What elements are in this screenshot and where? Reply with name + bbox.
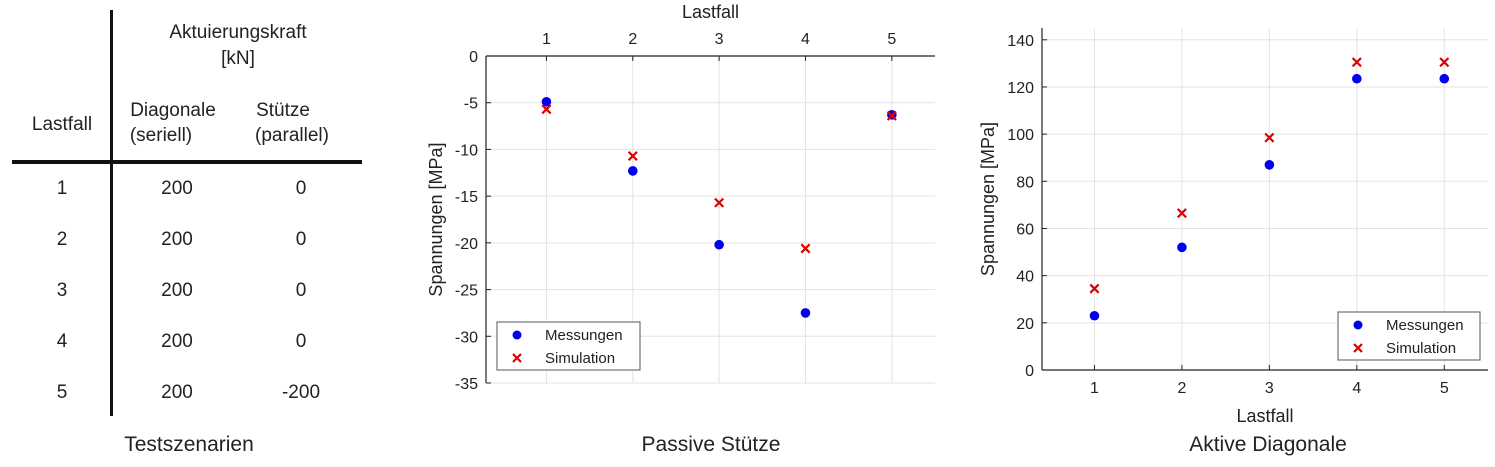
x-axis-label: Lastfall xyxy=(1236,406,1293,426)
table-horizontal-rule xyxy=(12,160,362,164)
cell-diagonale: 200 xyxy=(161,382,193,403)
data-point-simulation xyxy=(627,150,638,161)
table-vertical-rule xyxy=(110,10,113,416)
header-stuetze: Stütze xyxy=(256,100,310,121)
legend-box xyxy=(1337,311,1481,361)
cell-diagonale: 200 xyxy=(161,280,193,301)
data-point-simulation xyxy=(1264,132,1275,143)
legend-marker-simulation xyxy=(1353,343,1363,353)
x-tick-label: 3 xyxy=(1265,380,1274,397)
x-tick-label: 2 xyxy=(1177,380,1186,397)
y-tick-label: 100 xyxy=(1007,127,1034,144)
cell-lastfall: 1 xyxy=(56,178,68,199)
data-point-simulation xyxy=(714,197,725,208)
header-diagonale-sub: (seriell) xyxy=(129,125,193,146)
data-point-simulation xyxy=(800,243,811,254)
header-unit-label: [kN] xyxy=(221,48,255,69)
legend-label: Simulation xyxy=(1386,340,1456,357)
cell-lastfall: 3 xyxy=(56,280,68,301)
data-point-messungen xyxy=(714,239,724,250)
data-point-messungen xyxy=(1177,242,1187,253)
cell-lastfall: 2 xyxy=(56,229,68,250)
cell-stuetze: 0 xyxy=(295,331,307,352)
x-tick-label: 1 xyxy=(1090,380,1099,397)
y-tick-label: -5 xyxy=(464,96,478,113)
x-tick-label: 4 xyxy=(1352,380,1361,397)
data-point-messungen xyxy=(1264,160,1275,170)
y-axis-label: Spannungen [MPa] xyxy=(978,122,998,276)
cell-lastfall: 4 xyxy=(56,331,68,352)
data-point-messungen xyxy=(1089,310,1100,321)
legend-label: Messungen xyxy=(1386,317,1464,334)
cell-stuetze: -200 xyxy=(281,382,321,403)
y-tick-label: -20 xyxy=(455,236,478,253)
legend-marker-messungen xyxy=(512,330,522,340)
y-tick-label: -25 xyxy=(455,283,478,300)
y-tick-label: -35 xyxy=(455,376,478,393)
data-point-simulation xyxy=(1176,208,1187,219)
cell-diagonale: 200 xyxy=(161,331,193,352)
data-point-messungen xyxy=(627,166,638,176)
y-tick-label: 40 xyxy=(1016,269,1034,286)
cell-stuetze: 0 xyxy=(295,178,307,199)
data-point-messungen xyxy=(1352,73,1362,84)
header-stuetze-sub: (parallel) xyxy=(255,125,329,146)
y-tick-label: 0 xyxy=(1025,363,1034,380)
header-diagonale: Diagonale xyxy=(130,100,216,121)
x-tick-label: 4 xyxy=(801,31,810,48)
cell-stuetze: 0 xyxy=(295,229,307,250)
header-lastfall: Lastfall xyxy=(31,114,93,135)
legend-label: Messungen xyxy=(545,327,623,344)
x-axis-label: Lastfall xyxy=(682,2,739,22)
y-tick-label: 80 xyxy=(1016,174,1034,191)
data-point-messungen xyxy=(800,308,811,318)
y-tick-label: 140 xyxy=(1007,33,1034,50)
data-point-messungen xyxy=(541,96,552,107)
y-tick-label: -15 xyxy=(455,189,478,206)
chart-caption: Aktive Diagonale xyxy=(1189,433,1347,456)
x-tick-label: 5 xyxy=(887,31,896,48)
x-tick-label: 5 xyxy=(1440,380,1449,397)
table-caption: Testszenarien xyxy=(124,433,254,456)
y-tick-label: 0 xyxy=(469,49,478,66)
x-tick-label: 2 xyxy=(628,31,637,48)
cell-diagonale: 200 xyxy=(161,178,193,199)
y-axis-label: Spannungen [MPa] xyxy=(426,142,446,296)
data-point-simulation xyxy=(1351,57,1362,68)
data-point-messungen xyxy=(1439,73,1450,84)
y-tick-label: -10 xyxy=(455,142,478,159)
data-point-simulation xyxy=(541,104,552,115)
data-point-simulation xyxy=(1089,283,1100,294)
y-tick-label: -30 xyxy=(455,329,478,346)
y-tick-label: 120 xyxy=(1007,80,1034,97)
y-tick-label: 60 xyxy=(1016,221,1034,238)
chart-caption: Passive Stütze xyxy=(641,433,781,456)
data-point-simulation xyxy=(1439,57,1450,68)
header-group-label: Aktuierungskraft xyxy=(169,22,307,43)
y-tick-label: 20 xyxy=(1016,316,1034,333)
cell-diagonale: 200 xyxy=(161,229,193,250)
cell-lastfall: 5 xyxy=(56,382,68,403)
legend-marker-simulation xyxy=(512,353,522,363)
x-tick-label: 1 xyxy=(542,31,551,48)
legend-marker-messungen xyxy=(1353,320,1363,330)
x-tick-label: 3 xyxy=(715,31,724,48)
data-point-simulation xyxy=(886,110,897,121)
legend-label: Simulation xyxy=(545,350,615,367)
cell-stuetze: 0 xyxy=(295,280,307,301)
